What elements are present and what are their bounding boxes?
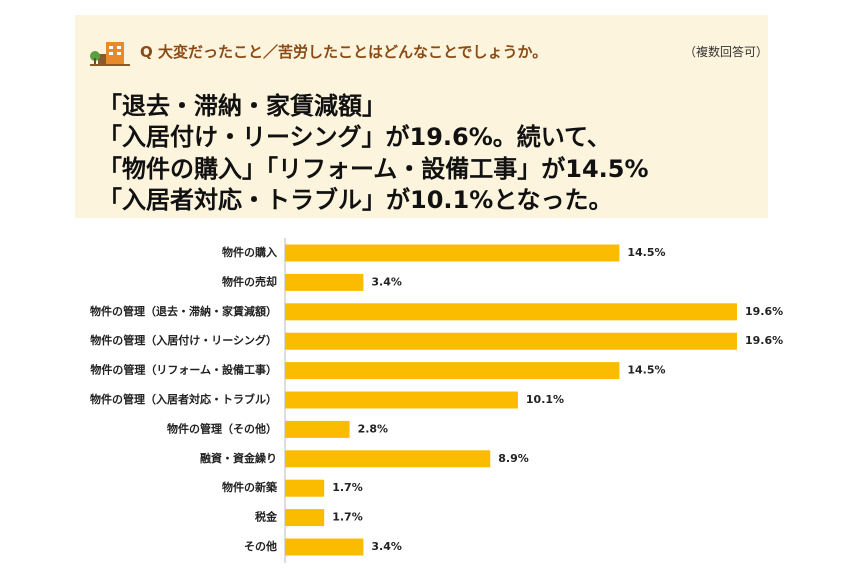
category-label: 物件の管理（リフォーム・設備工事） [90,363,277,377]
category-label: 物件の購入 [222,245,277,259]
value-label: 8.9% [498,452,529,465]
category-label: 物件の管理（その他） [167,421,277,435]
bar [285,273,364,291]
headline: 「退去・滞納・家賃減額」 [98,92,386,120]
bar [285,362,620,380]
header-box [75,15,768,218]
value-label: 14.5% [627,364,665,377]
value-label: 2.8% [358,422,389,435]
value-label: 1.7% [332,481,363,494]
value-label: 19.6% [745,334,783,347]
category-label: 物件の管理（退去・滞納・家賃減額） [90,304,277,318]
bar [285,244,620,262]
value-label: 10.1% [526,393,564,406]
value-label: 19.6% [745,305,783,318]
value-label: 3.4% [371,275,402,288]
bar [285,509,325,527]
value-label: 14.5% [627,246,665,259]
category-label: 税金 [255,510,278,524]
bar [285,538,364,556]
bar [285,391,518,409]
category-label: 物件の売却 [222,274,277,288]
bar [285,450,491,468]
bar [285,479,325,497]
value-label: 3.4% [371,540,402,553]
bar [285,303,737,321]
headline: 「物件の購入」「リフォーム・設備工事」が14.5% [98,155,649,183]
value-label: 1.7% [332,511,363,524]
category-label: 物件の管理（入居者対応・トラブル） [90,392,277,406]
category-label: その他 [244,539,277,553]
category-label: 物件の管理（入居付け・リーシング） [90,333,277,347]
headline: 「入居者対応・トラブル」が10.1%となった。 [98,186,613,214]
icon [90,42,130,66]
category-label: 物件の新築 [222,480,278,494]
category-label: 融資・資金繰り [200,451,277,465]
note: （複数回答可） [684,45,769,59]
headline: 「入居付け・リーシング」が19.6%。続いて、 [98,123,611,151]
question: Q 大変だったこと／苦労したことはどんなことでしょうか。 [140,43,548,61]
bar [285,332,737,350]
bar [285,420,350,438]
